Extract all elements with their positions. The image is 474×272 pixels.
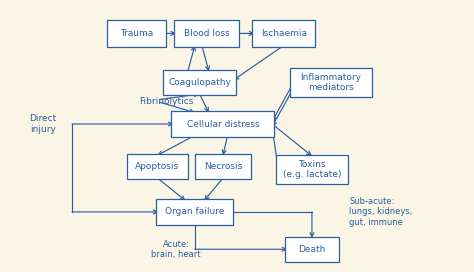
FancyBboxPatch shape	[290, 68, 372, 97]
FancyBboxPatch shape	[107, 20, 165, 47]
Text: Direct
injury: Direct injury	[29, 114, 56, 134]
FancyBboxPatch shape	[156, 199, 234, 225]
Text: Coagulopathy: Coagulopathy	[168, 78, 231, 87]
Text: Death: Death	[298, 245, 326, 254]
Text: Necrosis: Necrosis	[204, 162, 242, 171]
FancyBboxPatch shape	[174, 20, 239, 47]
Text: Apoptosis: Apoptosis	[135, 162, 180, 171]
Text: Toxins
(e.g. lactate): Toxins (e.g. lactate)	[283, 160, 341, 179]
FancyBboxPatch shape	[127, 154, 188, 179]
Text: Ischaemia: Ischaemia	[261, 29, 307, 38]
Text: Acute:
brain, heart: Acute: brain, heart	[151, 240, 201, 259]
Text: Blood loss: Blood loss	[184, 29, 229, 38]
Text: Trauma: Trauma	[119, 29, 153, 38]
Text: Inflammatory
mediators: Inflammatory mediators	[300, 73, 361, 92]
Text: Fibrinolytics: Fibrinolytics	[138, 97, 193, 106]
Text: Organ failure: Organ failure	[165, 208, 225, 217]
FancyBboxPatch shape	[195, 154, 251, 179]
Text: Sub-acute:
lungs, kidneys,
gut, immune: Sub-acute: lungs, kidneys, gut, immune	[349, 197, 413, 227]
FancyBboxPatch shape	[252, 20, 316, 47]
FancyBboxPatch shape	[163, 70, 236, 95]
FancyBboxPatch shape	[172, 111, 274, 137]
FancyBboxPatch shape	[276, 155, 348, 184]
FancyBboxPatch shape	[285, 237, 339, 262]
Text: Cellular distress: Cellular distress	[187, 119, 259, 128]
